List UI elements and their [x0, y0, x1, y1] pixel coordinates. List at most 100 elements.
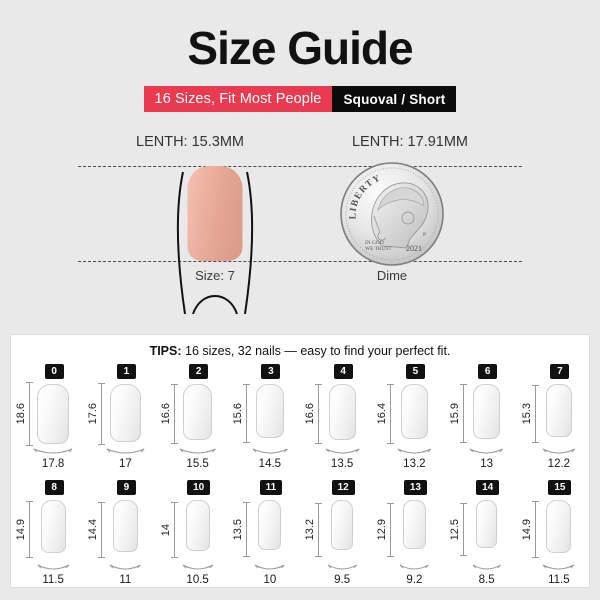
width-value: 14.5	[258, 458, 282, 470]
big-nail-shape	[187, 166, 243, 262]
height-dimension: 18.6	[15, 381, 33, 447]
nail-shape	[37, 383, 70, 444]
size-number-badge: 0	[44, 364, 64, 379]
height-measure-line	[315, 383, 322, 445]
width-value: 13	[480, 458, 494, 470]
width-measure-arc	[252, 448, 288, 454]
size-cell[interactable]: 8 14.9 11.5	[11, 480, 83, 586]
page-title: Size Guide	[187, 22, 413, 74]
nail-shape-row: 16.6	[156, 382, 228, 447]
size-number-badge: 9	[116, 480, 136, 495]
nail-shape	[400, 383, 428, 440]
width-value: 9.2	[406, 574, 423, 586]
height-measure-line	[98, 501, 106, 559]
nail-shape	[403, 499, 426, 550]
height-measure-line	[242, 384, 250, 443]
width-measure-arc	[106, 448, 145, 454]
width-dimension: 17.8	[32, 448, 74, 470]
nail-shape-row: 18.6	[11, 381, 83, 447]
nail-shape-row: 15.3	[517, 382, 589, 447]
finger-outline-icon	[176, 172, 254, 315]
width-value: 15.5	[186, 458, 209, 470]
nail-shape-row: 14.4	[83, 498, 155, 563]
width-dimension: 13.2	[396, 448, 433, 470]
height-value: 13.5	[231, 519, 244, 541]
bottom-dashed-guide	[78, 261, 522, 263]
height-dimension: 12.5	[448, 498, 467, 563]
nail-shape	[258, 499, 282, 551]
size-cell[interactable]: 0 18.6 17.8	[11, 364, 83, 470]
width-measure-arc	[325, 448, 360, 454]
height-value: 14.9	[15, 519, 27, 541]
size-cell[interactable]: 7 15.3 12.2	[517, 364, 589, 470]
size-cell[interactable]: 9 14.4 11	[83, 480, 155, 586]
nail-shape-row: 16.6	[300, 382, 372, 447]
height-value: 14.9	[520, 519, 533, 541]
size-cell[interactable]: 14 12.5 8.5	[445, 480, 517, 586]
size-cell[interactable]: 10 14 10.5	[156, 480, 228, 586]
nail-shape-row: 16.4	[372, 382, 444, 447]
size-number-badge: 13	[403, 480, 427, 495]
height-measure-line	[459, 384, 467, 444]
size-number-badge: 11	[259, 480, 283, 495]
height-dimension: 14.9	[15, 498, 33, 563]
size-cell[interactable]: 2 16.6 15.5	[156, 364, 228, 470]
size-chart-card: TIPS: 16 sizes, 32 nails — easy to find …	[10, 334, 590, 588]
height-dimension: 16.4	[376, 382, 395, 447]
width-dimension: 14.5	[251, 448, 289, 470]
size-cell[interactable]: 15 14.9 11.5	[517, 480, 589, 586]
size-number-badge: 1	[116, 364, 136, 379]
height-dimension: 15.9	[449, 382, 467, 447]
height-measure-line	[387, 383, 395, 444]
size-cell[interactable]: 11 13.5 10	[228, 480, 300, 586]
coin-mint-mark: P	[423, 232, 426, 238]
height-measure-line	[531, 501, 539, 559]
height-dimension: 14.9	[520, 498, 539, 563]
size-cell[interactable]: 13 12.9 9.2	[372, 480, 444, 586]
width-measure-arc	[254, 564, 285, 570]
nail-shape-row: 12.9	[372, 498, 444, 563]
width-dimension: 10.5	[181, 564, 215, 586]
height-value: 12.5	[448, 519, 461, 541]
size-number-badge: 2	[189, 364, 209, 379]
width-measure-arc	[33, 448, 73, 454]
height-dimension: 12.9	[376, 498, 395, 563]
height-value: 14.4	[87, 519, 100, 541]
width-dimension: 12.2	[541, 448, 577, 470]
nail-shape	[109, 383, 141, 442]
size-cell[interactable]: 6 15.9 13	[445, 364, 517, 470]
width-dimension: 9.2	[398, 564, 430, 586]
width-measure-arc	[37, 564, 69, 570]
width-value: 11	[119, 574, 132, 586]
height-measure-line	[531, 384, 539, 443]
tips-text: 16 sizes, 32 nails — easy to find your p…	[181, 344, 451, 358]
nail-shape-row: 13.2	[300, 498, 372, 563]
size-number-badge: 10	[187, 480, 211, 495]
nail-shape-row: 15.9	[445, 382, 517, 447]
tips-line: TIPS: 16 sizes, 32 nails — easy to find …	[11, 335, 589, 358]
height-dimension: 14.4	[87, 498, 106, 563]
nail-shape-row: 13.5	[228, 498, 300, 563]
length-labels: LENTH: 15.3MM LENTH: 17.91MM	[0, 134, 600, 150]
width-dimension: 11	[108, 564, 142, 586]
coin-year-text: 2021	[406, 244, 422, 253]
nail-shape	[475, 499, 498, 549]
size-cell[interactable]: 5 16.4 13.2	[372, 364, 444, 470]
nail-length-label: LENTH: 15.3MM	[136, 134, 244, 151]
width-value: 17	[118, 458, 132, 470]
size-cell[interactable]: 3 15.6 14.5	[228, 364, 300, 470]
nail-shape	[330, 499, 354, 550]
nail-shape	[328, 383, 356, 440]
width-measure-arc	[182, 564, 213, 570]
size-cell[interactable]: 4 16.6 13.5	[300, 364, 372, 470]
size-cell[interactable]: 1 17.6 17	[83, 364, 155, 470]
width-dimension: 8.5	[471, 564, 503, 586]
nail-shape	[546, 383, 572, 438]
width-value: 13.2	[403, 458, 426, 470]
size-cell[interactable]: 12 13.2 9.5	[300, 480, 372, 586]
nail-shape	[546, 499, 572, 553]
width-dimension: 10	[253, 564, 286, 586]
width-measure-arc	[109, 564, 141, 570]
height-value: 12.9	[376, 519, 389, 541]
height-dimension: 16.6	[304, 382, 322, 447]
